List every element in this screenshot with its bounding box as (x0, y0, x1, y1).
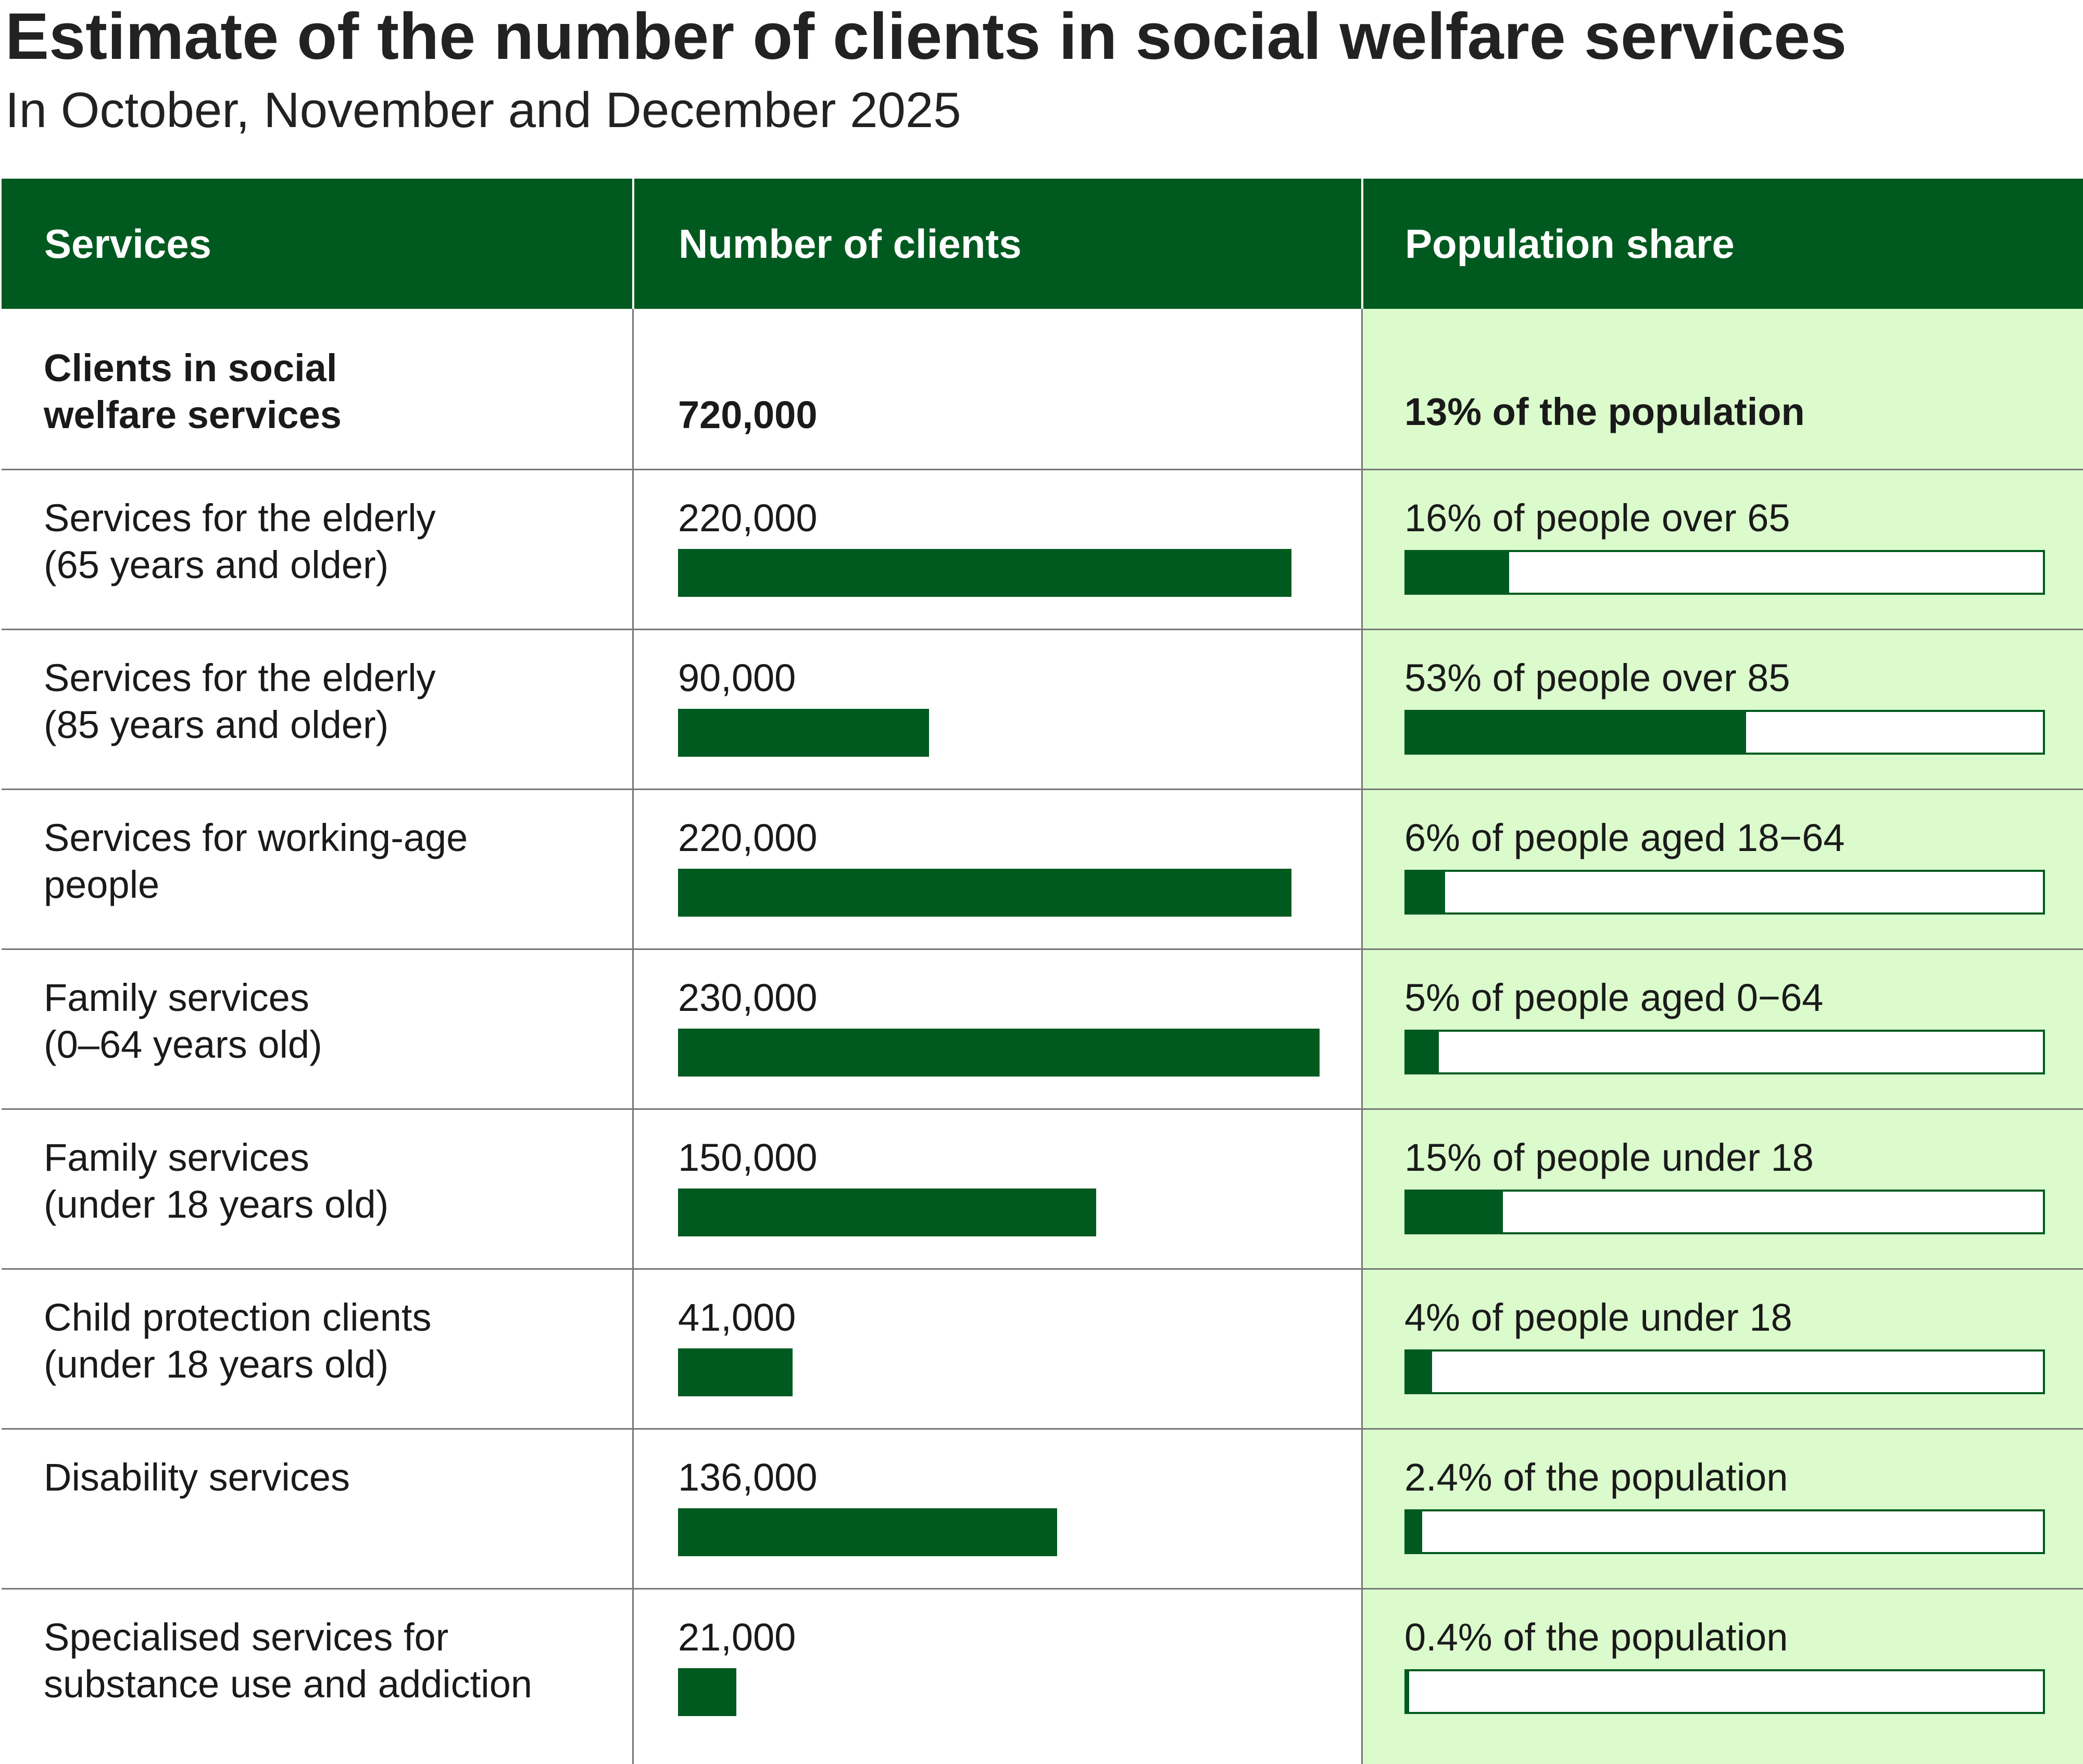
share-bar-fill (1407, 1032, 1439, 1072)
total-label-line2: welfare services (44, 393, 342, 436)
clients-bar (678, 1508, 1057, 1556)
share-value-label: 5% of people aged 0−64 (1404, 976, 1824, 1019)
chart-title: Estimate of the number of clients in soc… (5, 0, 1847, 73)
share-bar-track (1404, 1190, 2045, 1234)
clients-bar (678, 869, 1291, 917)
share-bar-fill (1407, 872, 1445, 912)
share-bar-fill (1407, 552, 1509, 593)
total-clients-value: 720,000 (678, 393, 818, 436)
share-bar-fill (1407, 712, 1746, 753)
share-bar-track (1404, 870, 2045, 915)
clients-value-label: 220,000 (678, 496, 818, 540)
total-share-value: 13% of the population (1404, 390, 1805, 433)
clients-value-label: 21,000 (678, 1616, 796, 1659)
service-label: Disability services (44, 1456, 350, 1499)
service-label: Services for the elderly (44, 496, 436, 540)
header-divider (632, 179, 634, 309)
clients-bar (678, 1348, 793, 1396)
column-divider (1361, 309, 1363, 1764)
row-separator (2, 1428, 2083, 1430)
share-bar-fill (1407, 1671, 1409, 1712)
table-header: Services Number of clients Population sh… (2, 179, 2083, 309)
service-label: Family services (44, 976, 309, 1019)
clients-value-label: 41,000 (678, 1296, 796, 1339)
clients-bar (678, 1668, 736, 1716)
share-value-label: 53% of people over 85 (1404, 656, 1790, 699)
service-label: Services for the elderly (44, 656, 436, 699)
row-separator (2, 1588, 2083, 1590)
clients-bar (678, 709, 929, 757)
service-label: Specialised services for (44, 1616, 449, 1659)
service-label: Child protection clients (44, 1296, 432, 1339)
column-header-services: Services (44, 221, 211, 267)
column-header-clients: Number of clients (679, 221, 1022, 267)
chart-subtitle: In October, November and December 2025 (5, 82, 961, 138)
row-separator (2, 1108, 2083, 1110)
service-label: Services for working-age (44, 816, 468, 859)
row-separator (2, 1268, 2083, 1270)
share-value-label: 4% of people under 18 (1404, 1296, 1792, 1339)
clients-bar (678, 1188, 1096, 1236)
service-label-line2: (under 18 years old) (44, 1183, 389, 1226)
row-separator (2, 629, 2083, 630)
column-divider (632, 309, 634, 1764)
service-label: Family services (44, 1136, 309, 1179)
share-value-label: 6% of people aged 18−64 (1404, 816, 1845, 859)
share-bar-track (1404, 550, 2045, 595)
row-separator (2, 789, 2083, 790)
share-bar-fill (1407, 1352, 1432, 1392)
share-bar-track (1404, 710, 2045, 755)
share-bar-fill (1407, 1192, 1503, 1232)
share-bar-fill (1407, 1511, 1422, 1552)
share-bar-track (1404, 1509, 2045, 1554)
clients-value-label: 136,000 (678, 1456, 818, 1499)
share-bar-track (1404, 1349, 2045, 1394)
service-label-line2: (under 18 years old) (44, 1343, 389, 1386)
clients-bar (678, 1029, 1320, 1077)
service-label-line2: (65 years and older) (44, 543, 389, 586)
service-label-line2: (0–64 years old) (44, 1023, 322, 1066)
clients-value-label: 230,000 (678, 976, 818, 1019)
service-label-line2: people (44, 863, 160, 906)
share-value-label: 0.4% of the population (1404, 1616, 1788, 1659)
service-label-line2: (85 years and older) (44, 703, 389, 746)
row-separator (2, 469, 2083, 470)
share-bar-track (1404, 1030, 2045, 1074)
share-bar-track (1404, 1669, 2045, 1714)
total-label-line1: Clients in social (44, 346, 337, 390)
share-value-label: 2.4% of the population (1404, 1456, 1788, 1499)
clients-value-label: 150,000 (678, 1136, 818, 1179)
clients-value-label: 220,000 (678, 816, 818, 859)
service-label-line2: substance use and addiction (44, 1662, 533, 1706)
share-value-label: 16% of people over 65 (1404, 496, 1790, 540)
clients-value-label: 90,000 (678, 656, 796, 699)
clients-bar (678, 549, 1291, 597)
column-header-share: Population share (1405, 221, 1735, 267)
row-separator (2, 948, 2083, 950)
share-value-label: 15% of people under 18 (1404, 1136, 1814, 1179)
header-divider (1361, 179, 1363, 309)
